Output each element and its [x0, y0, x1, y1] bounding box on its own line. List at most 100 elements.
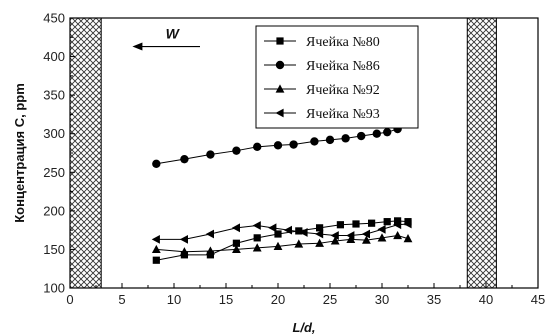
hatched-bands — [69, 17, 497, 289]
legend-item: Ячейка №86 — [264, 59, 380, 74]
legend-label: Ячейка №80 — [306, 35, 380, 50]
data-point — [393, 230, 402, 240]
legend-marker — [276, 37, 284, 45]
data-point — [316, 224, 324, 232]
data-point — [377, 224, 386, 234]
data-point — [295, 227, 303, 235]
annotation-label: W — [166, 26, 181, 42]
x-tick-label: 15 — [219, 292, 233, 307]
y-tick-label: 250 — [43, 165, 65, 180]
x-tick-label: 20 — [271, 292, 285, 307]
data-point — [180, 247, 189, 256]
legend-item: Ячейка №80 — [264, 35, 380, 50]
data-point — [346, 231, 355, 240]
wind-annotation: W — [132, 26, 200, 51]
data-point — [206, 251, 214, 259]
data-point — [315, 238, 324, 247]
x-tick-label: 5 — [118, 292, 125, 307]
data-point — [151, 244, 161, 254]
x-tick-label: 45 — [531, 292, 545, 307]
data-point — [341, 134, 350, 143]
data-point — [362, 235, 371, 244]
data-point — [179, 235, 188, 244]
data-point — [180, 154, 189, 164]
data-point — [336, 221, 344, 229]
data-point — [393, 220, 402, 230]
data-point — [231, 223, 240, 233]
data-point — [403, 219, 412, 229]
y-tick-label: 350 — [43, 88, 65, 103]
data-point — [252, 243, 262, 252]
data-point — [253, 234, 261, 242]
data-point — [152, 256, 160, 264]
data-point — [352, 220, 360, 228]
data-point — [151, 235, 160, 244]
data-point — [268, 223, 277, 233]
legend-marker — [275, 60, 285, 70]
data-point — [252, 221, 261, 230]
data-point — [330, 231, 339, 240]
x-axis: 0 5 10 15 20 25 30 35 40 45 — [66, 283, 545, 307]
data-point — [253, 142, 262, 152]
data-point — [383, 127, 392, 137]
x-tick-label: 0 — [66, 292, 73, 307]
hatched-band-1 — [69, 17, 102, 289]
y-tick-label: 100 — [43, 281, 65, 296]
data-point — [357, 131, 366, 141]
data-point — [394, 217, 402, 225]
data-point — [294, 239, 304, 248]
y-axis: 100 150 200 250 300 350 400 450 — [43, 11, 75, 296]
x-tick-label: 10 — [167, 292, 181, 307]
y-tick-label: 300 — [43, 126, 65, 141]
data-point — [315, 229, 324, 239]
legend-item: Ячейка №93 — [264, 107, 380, 122]
series-4 — [151, 219, 412, 244]
data-point — [325, 135, 335, 145]
data-point — [299, 228, 308, 237]
data-point — [346, 234, 356, 243]
legend-marker — [275, 108, 284, 118]
data-point — [383, 218, 391, 226]
legend-label: Ячейка №93 — [306, 107, 380, 122]
data-point — [361, 229, 370, 239]
data-point — [206, 150, 215, 159]
data-point — [232, 146, 241, 155]
x-tick-label: 30 — [375, 292, 389, 307]
x-tick-label: 40 — [479, 292, 493, 307]
legend: Ячейка №80 Ячейка №86 Ячейка №92 Ячейка №93 — [255, 25, 419, 129]
x-tick-label: 25 — [323, 292, 337, 307]
data-point — [205, 229, 214, 239]
data-point — [273, 241, 283, 250]
series-layer — [151, 117, 413, 264]
x-tick-label: 35 — [427, 292, 441, 307]
series-1 — [152, 217, 412, 264]
y-axis-title: Концентрация C, ppm — [12, 83, 27, 223]
y-tick-label: 400 — [43, 49, 65, 64]
legend-item: Ячейка №92 — [264, 83, 380, 98]
legend-label: Ячейка №92 — [306, 83, 380, 98]
data-point — [372, 129, 381, 138]
data-point — [289, 140, 298, 149]
data-point — [232, 244, 241, 254]
hatched-band-2 — [466, 17, 497, 289]
data-point — [152, 159, 161, 168]
data-point — [206, 246, 215, 255]
data-point — [403, 234, 413, 243]
series-3 — [151, 230, 413, 256]
data-point — [368, 219, 376, 227]
data-point — [274, 230, 282, 238]
legend-label: Ячейка №86 — [306, 59, 380, 74]
x-axis-title: L/d, — [292, 320, 315, 335]
y-tick-label: 450 — [43, 11, 65, 26]
data-point — [232, 239, 240, 247]
legend-marker — [275, 84, 285, 93]
arrow-head — [132, 42, 143, 51]
y-tick-label: 200 — [43, 203, 65, 218]
y-tick-label: 150 — [43, 242, 65, 257]
data-point — [310, 137, 319, 146]
data-point — [377, 233, 387, 242]
data-point — [273, 141, 283, 150]
data-point — [330, 236, 340, 245]
data-point — [283, 225, 292, 235]
